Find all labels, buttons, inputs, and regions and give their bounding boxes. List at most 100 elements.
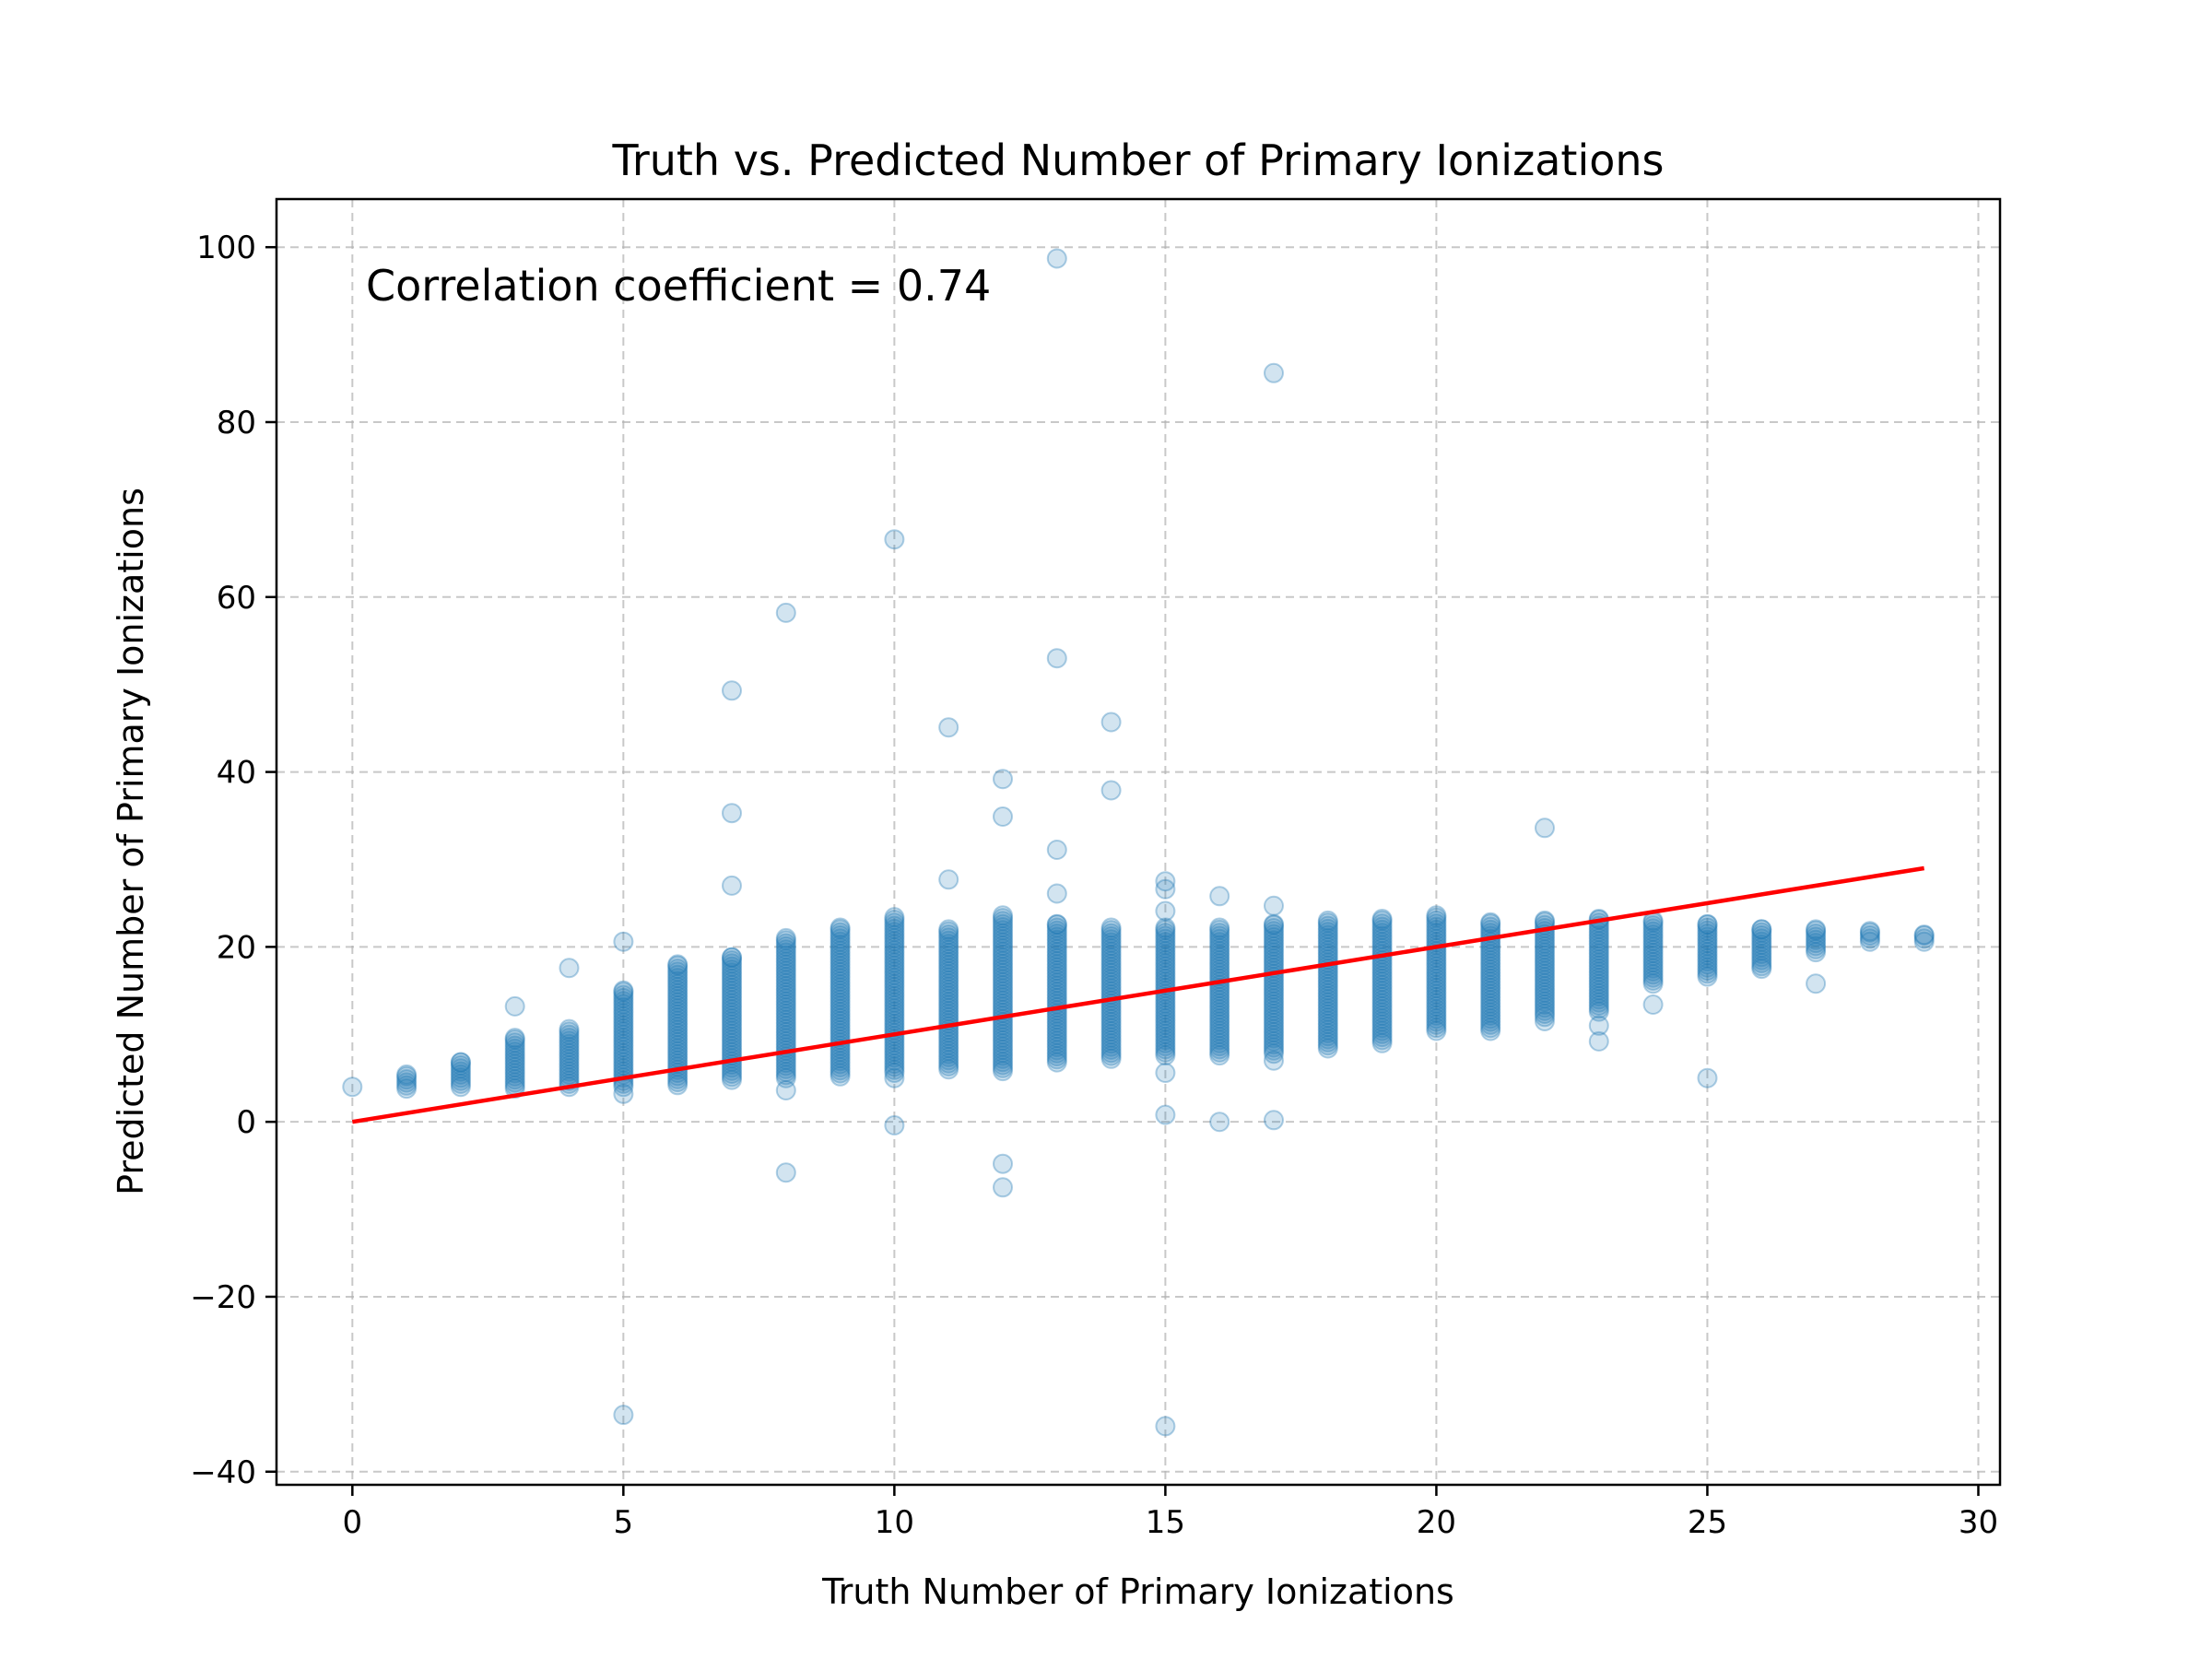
data-point [1806, 929, 1827, 950]
data-point [1209, 928, 1230, 949]
data-point [1264, 924, 1284, 945]
data-point [1209, 1011, 1230, 1032]
data-point [938, 1038, 959, 1058]
data-point [504, 1056, 525, 1077]
data-point [1697, 917, 1718, 938]
data-point [1588, 946, 1609, 967]
data-point [722, 986, 742, 1007]
y-tick-label: 20 [217, 929, 256, 966]
data-point [993, 1042, 1013, 1064]
data-point [1046, 1015, 1067, 1036]
data-point [1100, 1045, 1122, 1066]
data-point [993, 981, 1013, 1002]
data-point [1426, 919, 1447, 940]
data-point [722, 971, 742, 993]
data-point [450, 1058, 471, 1079]
x-tick-label: 0 [343, 1504, 363, 1541]
data-point [775, 1004, 796, 1024]
data-point [1426, 1008, 1447, 1030]
data-point [775, 945, 796, 966]
data-point [1155, 1045, 1176, 1066]
y-tick-label: 100 [196, 229, 256, 266]
data-point [993, 975, 1013, 996]
data-point [1046, 914, 1067, 935]
data-point [667, 955, 688, 976]
data-point [667, 954, 688, 975]
data-point [1371, 1032, 1393, 1053]
data-point [830, 952, 851, 973]
data-point [1426, 913, 1447, 935]
data-point [1046, 1046, 1067, 1066]
data-point [1426, 1014, 1447, 1035]
data-point [1588, 1030, 1609, 1052]
data-point [559, 1055, 580, 1076]
data-point [993, 1030, 1013, 1051]
data-point [1642, 936, 1664, 958]
data-point [1046, 975, 1067, 996]
data-point [1859, 921, 1880, 942]
data-point [1642, 946, 1664, 967]
data-point [1588, 940, 1609, 961]
data-point [1100, 926, 1122, 947]
data-point [1317, 977, 1338, 997]
data-point [1155, 969, 1176, 989]
data-point [1209, 1023, 1230, 1044]
data-point [830, 928, 851, 949]
data-point [1642, 918, 1664, 939]
data-point [1264, 1030, 1284, 1052]
data-point [1588, 992, 1609, 1013]
data-point [938, 973, 959, 994]
data-point [1642, 924, 1664, 946]
data-point [667, 1044, 688, 1065]
data-point [938, 958, 959, 979]
data-point [613, 1040, 634, 1061]
x-tick-label: 15 [1146, 1504, 1185, 1541]
data-point [1426, 1002, 1447, 1023]
data-point [1535, 1006, 1555, 1028]
data-point [1046, 957, 1067, 978]
data-point [1371, 959, 1393, 981]
data-point [1588, 998, 1609, 1019]
data-point [1751, 935, 1772, 955]
data-point [775, 1058, 796, 1079]
data-point [993, 1054, 1013, 1076]
data-point [1155, 1023, 1176, 1044]
data-point [1264, 976, 1284, 997]
data-point [884, 910, 905, 930]
data-point [993, 966, 1013, 987]
data-point [1371, 1020, 1393, 1041]
data-point [1480, 965, 1501, 986]
data-point [775, 988, 796, 1009]
data-point [993, 926, 1013, 947]
data-point [1806, 933, 1827, 954]
data-point [1642, 939, 1664, 960]
data-point [667, 961, 688, 982]
data-point [504, 1051, 525, 1072]
data-point [1426, 959, 1447, 981]
data-point [1751, 925, 1772, 946]
data-point [775, 1062, 796, 1083]
data-point [559, 1042, 580, 1064]
data-point [775, 958, 796, 979]
data-point [1046, 933, 1067, 954]
data-point [884, 946, 905, 967]
data-point [1751, 937, 1772, 959]
data-point [1155, 1104, 1176, 1125]
data-point [722, 1014, 742, 1035]
data-point [1155, 928, 1176, 949]
data-point [1426, 905, 1447, 926]
data-point [938, 1004, 959, 1025]
data-point [1806, 938, 1827, 959]
data-point [1535, 988, 1555, 1009]
data-point [938, 952, 959, 972]
data-point [1209, 1041, 1230, 1063]
data-point [775, 1018, 796, 1040]
data-point [884, 995, 905, 1016]
data-point [1480, 1020, 1501, 1041]
data-point [1209, 1045, 1230, 1066]
data-point [938, 964, 959, 985]
data-point [1535, 979, 1555, 1000]
data-point [938, 1001, 959, 1022]
data-point [1046, 924, 1067, 945]
data-point [1697, 935, 1718, 957]
